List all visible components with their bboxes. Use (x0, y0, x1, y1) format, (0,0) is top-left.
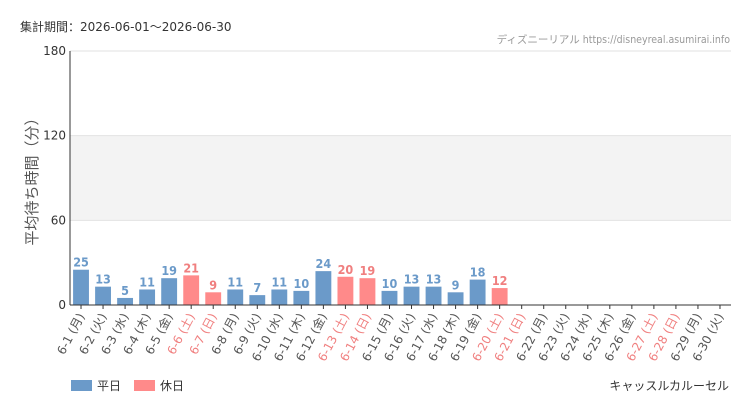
bar-value-label: 10 (382, 276, 398, 291)
bar (447, 292, 464, 305)
bar-value-label: 20 (338, 262, 354, 277)
y-axis-label: 平均待ち時間（分） (23, 110, 41, 245)
y-tick-label: 180 (43, 44, 66, 58)
bar (227, 289, 244, 305)
bar-value-label: 11 (139, 274, 155, 289)
y-tick-label: 60 (51, 213, 66, 227)
legend-swatch-holiday (134, 380, 155, 391)
bar-value-label: 5 (121, 283, 129, 298)
bar-value-label: 10 (294, 276, 310, 291)
bar (491, 288, 508, 305)
attraction-name: キャッスルカルーセル (609, 379, 729, 393)
bar (271, 289, 288, 305)
bar-value-label: 9 (209, 277, 217, 292)
bars-group (73, 269, 508, 305)
site-credit: ディズニーリアル https://disneyreal.asumirai.inf… (497, 33, 731, 46)
x-tick-labels: 6-1 (月)6-2 (火)6-3 (水)6-4 (木)6-5 (金)6-6 (… (54, 310, 726, 363)
bar-value-label: 7 (253, 280, 261, 295)
bar-value-label: 12 (492, 273, 508, 288)
bar (95, 286, 111, 305)
bar (73, 269, 89, 305)
bar (205, 292, 222, 305)
bar-value-label: 9 (452, 277, 460, 292)
bar (183, 275, 200, 305)
bar-value-label: 21 (183, 260, 199, 275)
bar (359, 278, 376, 305)
bar (117, 297, 134, 305)
bar (315, 271, 332, 305)
axes (69, 51, 731, 309)
y-tick-label: 120 (43, 129, 66, 143)
bar-value-label: 19 (161, 263, 177, 278)
legend-swatch-weekday (71, 380, 92, 391)
bar (139, 289, 156, 305)
plot-background-bands (70, 135, 731, 221)
bar (403, 286, 420, 305)
bar-value-label: 13 (404, 272, 420, 287)
bar (469, 279, 486, 305)
grid-band (70, 135, 731, 221)
bar-value-labels: 25 13 5 11 19 21 9 11 7 11 10 24 20 19 10 13 13 9 18 12 (73, 255, 507, 298)
legend-label-weekday: 平日 (97, 379, 121, 393)
bar (249, 295, 266, 305)
bar-value-label: 13 (95, 272, 111, 287)
bar-value-label: 24 (316, 256, 332, 271)
bar (293, 290, 310, 305)
bar (161, 278, 178, 305)
bar-value-label: 18 (470, 265, 486, 280)
bar (425, 286, 442, 305)
legend-label-holiday: 休日 (160, 379, 184, 393)
period-label: 集計期間：2026-06-01～2026-06-30 (20, 19, 231, 34)
bar (337, 276, 354, 305)
bar-value-label: 19 (360, 263, 376, 278)
y-tick-labels: 0 60 120 180 (43, 44, 66, 312)
bar-value-label: 25 (73, 255, 89, 270)
bar-value-label: 13 (426, 272, 442, 287)
bar-value-label: 11 (227, 274, 243, 289)
legend: 平日 休日 (71, 379, 184, 393)
bar (381, 290, 398, 305)
bar-value-label: 11 (271, 274, 287, 289)
y-tick-label: 0 (58, 298, 66, 312)
